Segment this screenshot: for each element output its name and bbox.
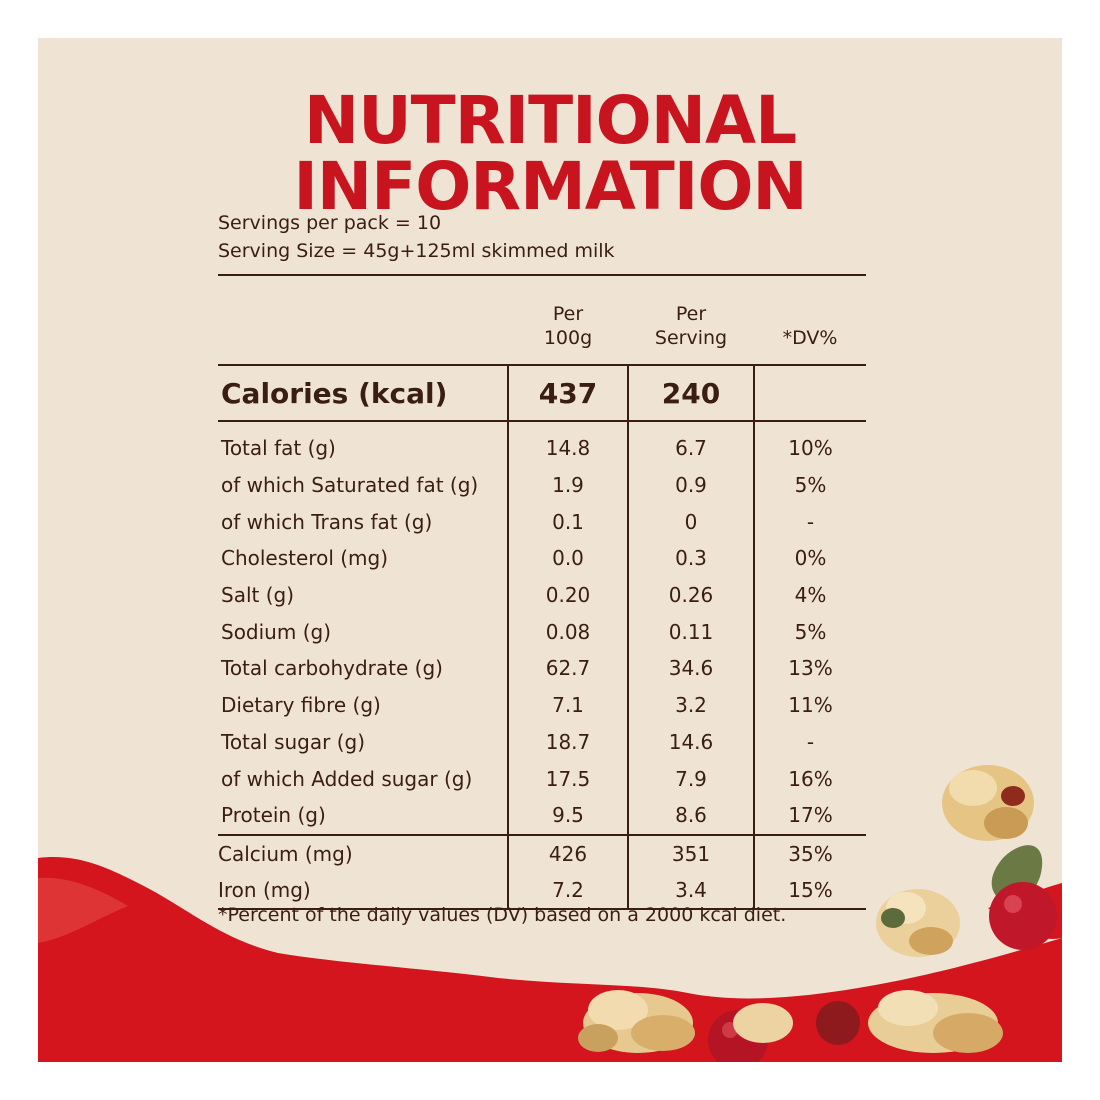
table-row: Sodium (g) 0.08 0.11 5%	[218, 613, 866, 651]
value-per-100g: 0.0	[507, 540, 628, 577]
value-dv: 10%	[753, 421, 866, 467]
granola-cluster-bottom-right	[868, 990, 1003, 1053]
value-per-100g: 17.5	[507, 760, 628, 797]
granola-cluster-right-top	[942, 765, 1034, 841]
nutrient-name: Dietary fibre (g)	[221, 693, 381, 718]
header-dv: *DV%	[754, 274, 866, 365]
value-dv: -	[753, 723, 866, 761]
mineral-per-serving: 351	[627, 833, 754, 872]
value-per-serving: 7.9	[627, 760, 754, 797]
calories-per-100g: 437	[507, 364, 628, 422]
value-per-serving: 0.26	[627, 576, 754, 614]
mineral-name: Iron (mg)	[218, 871, 508, 910]
value-dv: 13%	[753, 650, 866, 687]
header-nutrient	[218, 274, 508, 365]
mineral-name: Calcium (mg)	[218, 833, 508, 872]
value-per-100g: 0.20	[507, 576, 628, 614]
nutrition-table: Per 100g Per Serving *DV% Calories (kcal…	[218, 274, 866, 910]
value-dv: 5%	[753, 466, 866, 504]
cranberry-right	[989, 882, 1057, 950]
nutrition-panel: NUTRITIONAL INFORMATION Servings per pac…	[38, 38, 1062, 1062]
calories-dv	[753, 364, 866, 422]
nutrient-name: of which Saturated fat (g)	[221, 473, 479, 498]
value-per-100g: 9.5	[507, 796, 628, 835]
value-per-serving: 0.11	[627, 613, 754, 651]
value-per-100g: 14.8	[507, 421, 628, 467]
decorative-art	[38, 765, 1062, 1062]
calories-per-serving: 240	[627, 364, 754, 422]
header-per-100g: Per 100g	[508, 274, 628, 365]
header-per-100g-line2: 100g	[543, 327, 593, 349]
table-row: Total sugar (g) 18.7 14.6 -	[218, 723, 866, 761]
nutrient-name: of which Trans fat (g)	[221, 509, 433, 534]
value-per-100g: 7.1	[507, 686, 628, 724]
nutrient-name: Total fat (g)	[221, 436, 336, 461]
value-per-serving: 14.6	[627, 723, 754, 761]
value-dv: 0%	[753, 540, 866, 577]
value-dv: 17%	[753, 796, 866, 835]
value-per-100g: 62.7	[507, 650, 628, 687]
servings-per-pack: Servings per pack = 10	[218, 212, 442, 234]
value-per-100g: 18.7	[507, 723, 628, 761]
value-per-serving: 34.6	[627, 650, 754, 687]
mineral-row: Iron (mg) 7.2 3.4 15%	[218, 871, 866, 910]
table-row: Total fat (g) 14.8 6.7 10%	[218, 421, 866, 467]
granola-cluster-right-mid	[876, 889, 960, 957]
table-row: Total carbohydrate (g) 62.7 34.6 13%	[218, 650, 866, 687]
nutrient-name: Total sugar (g)	[221, 729, 365, 754]
table-row: of which Saturated fat (g) 1.9 0.9 5%	[218, 466, 866, 504]
nutrient-name: Cholesterol (mg)	[221, 546, 389, 571]
value-per-100g: 0.1	[507, 503, 628, 541]
table-row: Protein (g) 9.5 8.6 17%	[218, 796, 866, 835]
value-dv: -	[753, 503, 866, 541]
mineral-per-100g: 426	[507, 833, 628, 872]
value-per-100g: 0.08	[507, 613, 628, 651]
value-per-100g: 1.9	[507, 466, 628, 504]
nutrient-name: Salt (g)	[221, 583, 295, 608]
value-per-serving: 0.3	[627, 540, 754, 577]
value-dv: 16%	[753, 760, 866, 797]
granola-cluster-bottom-left	[578, 990, 695, 1053]
value-per-serving: 0	[627, 503, 754, 541]
value-per-serving: 3.2	[627, 686, 754, 724]
mineral-per-100g: 7.2	[507, 871, 628, 910]
calories-row: Calories (kcal) 437 240	[218, 364, 866, 422]
nutrient-name: Protein (g)	[221, 803, 326, 828]
header-per-serving: Per Serving	[628, 274, 754, 365]
value-per-serving: 6.7	[627, 421, 754, 467]
nutrient-name: of which Added sugar (g)	[221, 766, 473, 791]
nutrient-name: Sodium (g)	[221, 619, 331, 644]
value-per-serving: 0.9	[627, 466, 754, 504]
header-per-serving-line2: Serving	[654, 327, 728, 349]
value-per-serving: 8.6	[627, 796, 754, 835]
table-row: Dietary fibre (g) 7.1 3.2 11%	[218, 686, 866, 724]
header-per-100g-line1: Per	[552, 303, 584, 325]
table-header-row: Per 100g Per Serving *DV%	[218, 274, 866, 365]
page-title: NUTRITIONAL INFORMATION	[293, 82, 807, 225]
value-dv: 11%	[753, 686, 866, 724]
table-row: Salt (g) 0.20 0.26 4%	[218, 576, 866, 614]
mineral-dv: 35%	[753, 833, 866, 872]
table-row: of which Added sugar (g) 17.5 7.9 16%	[218, 760, 866, 797]
nutrition-table-wrap: Per 100g Per Serving *DV% Calories (kcal…	[218, 274, 866, 910]
value-dv: 5%	[753, 613, 866, 651]
table-row: of which Trans fat (g) 0.1 0 -	[218, 503, 866, 541]
red-splash	[38, 857, 1062, 1062]
mineral-row: Calcium (mg) 426 351 35%	[218, 833, 866, 872]
footnote: *Percent of the daily values (DV) based …	[218, 904, 787, 926]
table-row: Cholesterol (mg) 0.0 0.3 0%	[218, 540, 866, 577]
mineral-dv: 15%	[753, 871, 866, 910]
serving-size: Serving Size = 45g+125ml skimmed milk	[218, 240, 615, 262]
nutrient-name: Total carbohydrate (g)	[221, 656, 443, 681]
value-dv: 4%	[753, 576, 866, 614]
header-per-serving-line1: Per	[675, 303, 707, 325]
granola-cluster-bottom-center	[733, 1003, 793, 1043]
mineral-per-serving: 3.4	[627, 871, 754, 910]
calories-label: Calories (kcal)	[218, 364, 508, 422]
